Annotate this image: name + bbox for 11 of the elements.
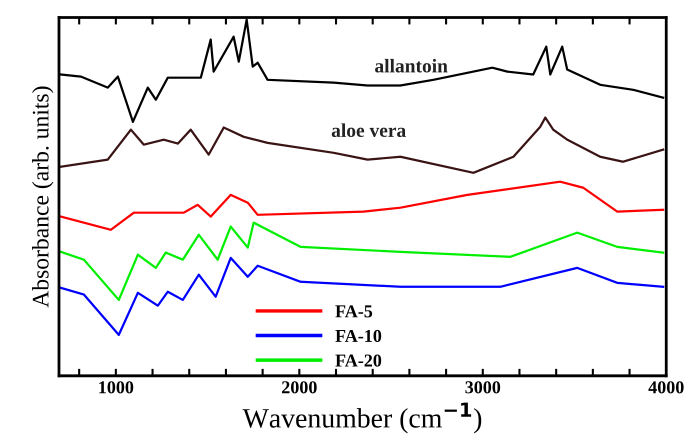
legend-label: FA-10: [335, 330, 382, 342]
x-tick-label: 3000: [465, 381, 500, 394]
annotation: allantoin: [375, 58, 448, 73]
x-tick-label: 4000: [648, 381, 684, 394]
legend-label: FA-20: [335, 354, 382, 367]
y-axis-title: Absorbance (arb. units): [32, 86, 54, 308]
x-tick-label: 1000: [99, 381, 134, 394]
annotation: aloe vera: [332, 123, 406, 138]
x-axis-title: Wavenumber (cm$^{−1}$): [242, 402, 482, 434]
legend-label: FA-5: [335, 305, 372, 318]
x-tick-label: 2000: [282, 381, 317, 394]
